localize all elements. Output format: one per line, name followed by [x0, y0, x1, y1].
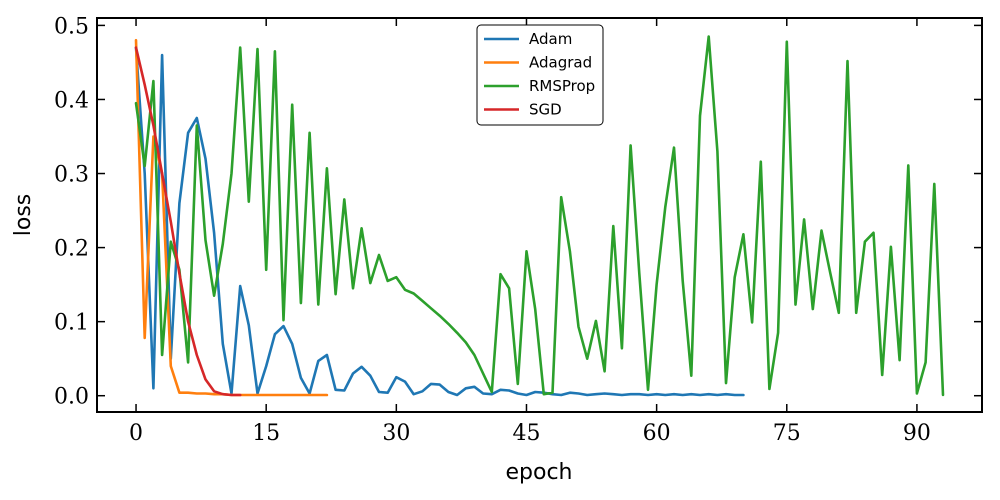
series-line-adam	[134, 46, 745, 397]
x-tick-label: 15	[252, 421, 280, 446]
y-tick-label: 0.1	[54, 311, 89, 336]
series-lines	[134, 35, 945, 397]
x-tick-label: 75	[773, 421, 801, 446]
y-axis-label: loss	[11, 194, 36, 237]
axis-ticks: 0 15 30 45 60 75 90 0.0 0.1 0.2 0.3 0.4 0.5	[54, 14, 982, 446]
legend-box	[476, 24, 604, 126]
y-tick-label: 0.3	[54, 163, 89, 188]
legend-entry-sgd: SGD	[529, 101, 562, 119]
x-tick-label: 90	[903, 421, 931, 446]
plot-area-frame	[96, 17, 983, 413]
x-tick-label: 45	[512, 421, 540, 446]
x-tick-label: 30	[382, 421, 410, 446]
x-tick-label: 0	[129, 421, 143, 446]
y-tick-label: 0.4	[54, 88, 89, 113]
y-tick-label: 0.2	[54, 237, 89, 262]
legend-entry-rmsprop: RMSProp	[529, 77, 595, 95]
x-axis-label: epoch	[506, 460, 573, 485]
y-tick-label: 0.0	[54, 385, 89, 410]
y-tick-label: 0.5	[54, 14, 89, 39]
legend: Adam Adagrad RMSProp SGD	[476, 24, 604, 126]
legend-entry-adam: Adam	[529, 30, 572, 48]
series-line-rmsprop	[134, 35, 945, 397]
series-line-sgd	[134, 46, 242, 397]
legend-entry-adagrad: Adagrad	[529, 54, 592, 72]
x-tick-label: 60	[643, 421, 671, 446]
